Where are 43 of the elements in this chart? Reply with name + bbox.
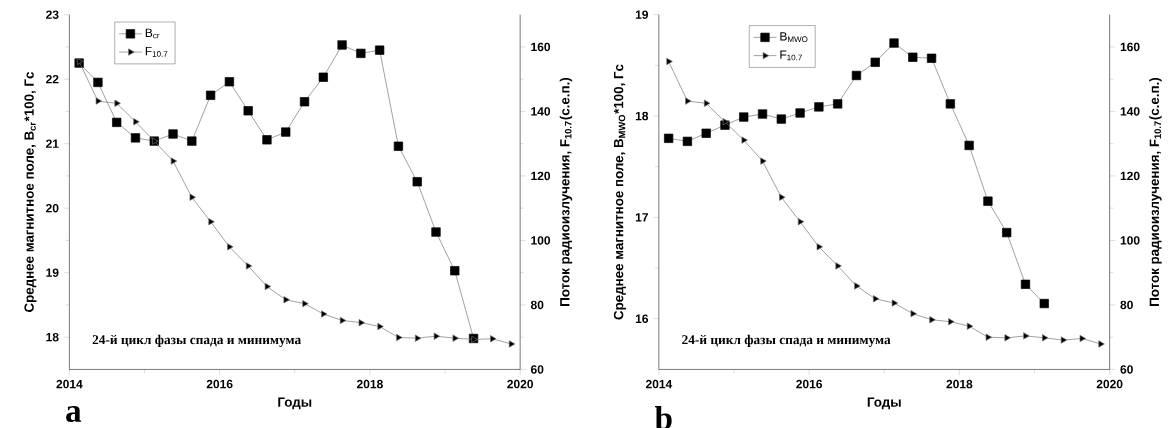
- y-tick-label: 18: [46, 332, 59, 342]
- y-tick-label: 23: [46, 10, 59, 19]
- legend-label: B$_{cr}$: [145, 28, 160, 39]
- y-tick-label: 19: [46, 268, 59, 277]
- y2-tick-label: 120: [531, 171, 551, 181]
- legend-label: B$_{MWO}$: [780, 32, 808, 42]
- y2-tick-label: 140: [531, 107, 551, 116]
- x-tick-label: 2014: [645, 379, 673, 389]
- text: a: [66, 406, 82, 422]
- x-tick-label: 2016: [796, 379, 823, 389]
- y2-axis-title: Поток радиоизлучения, F$_{10.7}$(с.е.п.): [559, 77, 573, 306]
- annotation: 24-й цикл фазы спада и минимума: [682, 334, 891, 347]
- y-tick-label: 19: [635, 10, 649, 19]
- x-axis-title: Годы: [867, 397, 901, 410]
- x-tick-label: 2020: [507, 379, 534, 389]
- x-tick-label: 2018: [356, 379, 383, 389]
- x-tick-label: 2020: [1096, 379, 1123, 389]
- y-axis-title: Среднее магнитное поле, B$_{MWO}$*100, Гс: [613, 64, 626, 320]
- y-tick-label: 18: [635, 111, 649, 121]
- legend-label: F$_{10.7}$: [145, 46, 168, 57]
- y-tick-label: 16: [635, 314, 649, 323]
- x-axis-title: Годы: [278, 397, 312, 410]
- y2-axis-title: Поток радиоизлучения, F$_{10.7}$(с.е.п.): [1149, 77, 1162, 306]
- y2-tick-label: 80: [1120, 300, 1133, 310]
- x-tick-label: 2016: [206, 379, 233, 389]
- y2-tick-label: 80: [530, 300, 544, 310]
- y-axis-title: Среднее магнитное поле, B$_{cr}$*100, Гс: [24, 71, 37, 312]
- y2-tick-label: 60: [1120, 365, 1133, 374]
- y-tick-label: 20: [46, 203, 59, 213]
- annotation: 24-й цикл фазы спада и минимума: [92, 334, 301, 347]
- x-tick-label: 2018: [946, 379, 973, 389]
- y-tick-label: 17: [635, 213, 648, 222]
- legend-label: F$_{10.7}$: [780, 50, 802, 61]
- y2-tick-label: 140: [1120, 107, 1140, 116]
- y2-tick-label: 100: [531, 236, 551, 245]
- y-tick-label: 22: [46, 74, 59, 84]
- y2-tick-label: 160: [1120, 42, 1140, 52]
- y2-tick-label: 100: [1120, 236, 1140, 245]
- y2-tick-label: 160: [531, 42, 551, 52]
- y2-tick-label: 120: [1120, 171, 1140, 181]
- x-tick-label: 2014: [56, 379, 83, 389]
- y-tick-label: 21: [46, 139, 59, 148]
- y2-tick-label: 60: [530, 365, 544, 374]
